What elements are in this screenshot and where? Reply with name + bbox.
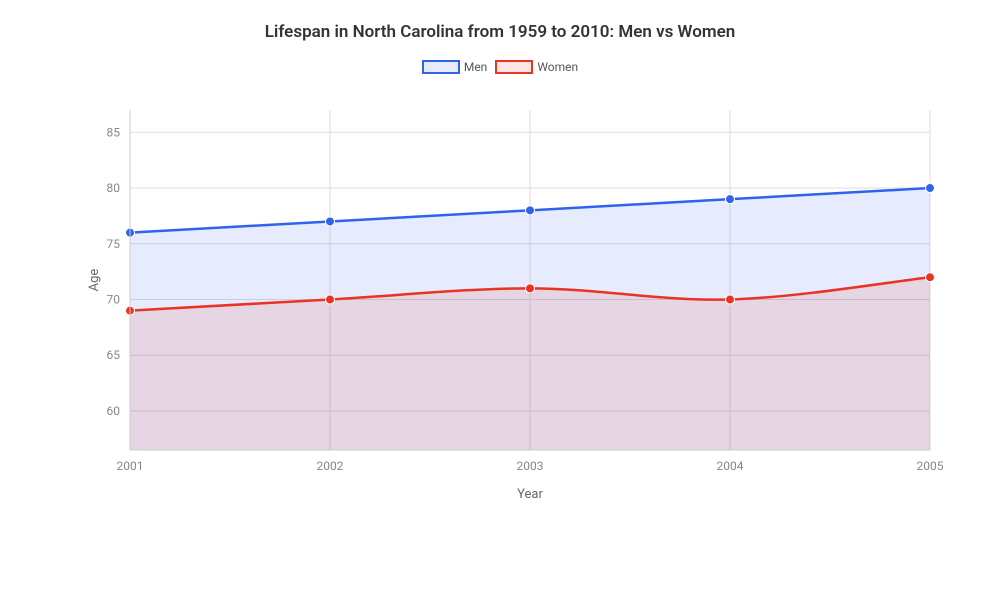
chart-title: Lifespan in North Carolina from 1959 to … bbox=[0, 0, 1000, 42]
marker-women bbox=[926, 273, 935, 282]
y-tick-label: 80 bbox=[107, 181, 121, 195]
x-tick-label: 2005 bbox=[917, 459, 944, 473]
legend-item-women: Women bbox=[495, 60, 578, 74]
y-tick-label: 75 bbox=[107, 237, 121, 251]
legend-label-men: Men bbox=[464, 60, 487, 74]
plot-area: 2001 2002 2003 2004 2005 60 65 70 75 80 85 Year A… bbox=[90, 100, 960, 510]
y-ticks: 60 65 70 75 80 85 bbox=[107, 125, 121, 418]
legend-swatch-women bbox=[495, 60, 533, 74]
x-ticks: 2001 2002 2003 2004 2005 bbox=[117, 459, 944, 473]
x-tick-label: 2004 bbox=[717, 459, 744, 473]
marker-men bbox=[526, 206, 535, 215]
y-axis-label: Age bbox=[87, 269, 102, 292]
y-tick-label: 65 bbox=[107, 348, 121, 362]
legend-swatch-men bbox=[422, 60, 460, 74]
legend-item-men: Men bbox=[422, 60, 487, 74]
areas bbox=[130, 188, 930, 450]
marker-women bbox=[326, 295, 335, 304]
y-tick-label: 85 bbox=[107, 125, 121, 139]
chart-container: Lifespan in North Carolina from 1959 to … bbox=[0, 0, 1000, 600]
marker-women bbox=[526, 284, 535, 293]
marker-men bbox=[726, 195, 735, 204]
legend: Men Women bbox=[0, 60, 1000, 74]
marker-men bbox=[926, 184, 935, 193]
x-axis-label: Year bbox=[517, 487, 543, 502]
x-tick-label: 2002 bbox=[317, 459, 344, 473]
y-tick-label: 70 bbox=[107, 293, 121, 307]
x-tick-label: 2003 bbox=[517, 459, 544, 473]
legend-label-women: Women bbox=[537, 60, 578, 74]
x-tick-label: 2001 bbox=[117, 459, 144, 473]
marker-men bbox=[326, 217, 335, 226]
y-tick-label: 60 bbox=[107, 404, 121, 418]
marker-women bbox=[726, 295, 735, 304]
